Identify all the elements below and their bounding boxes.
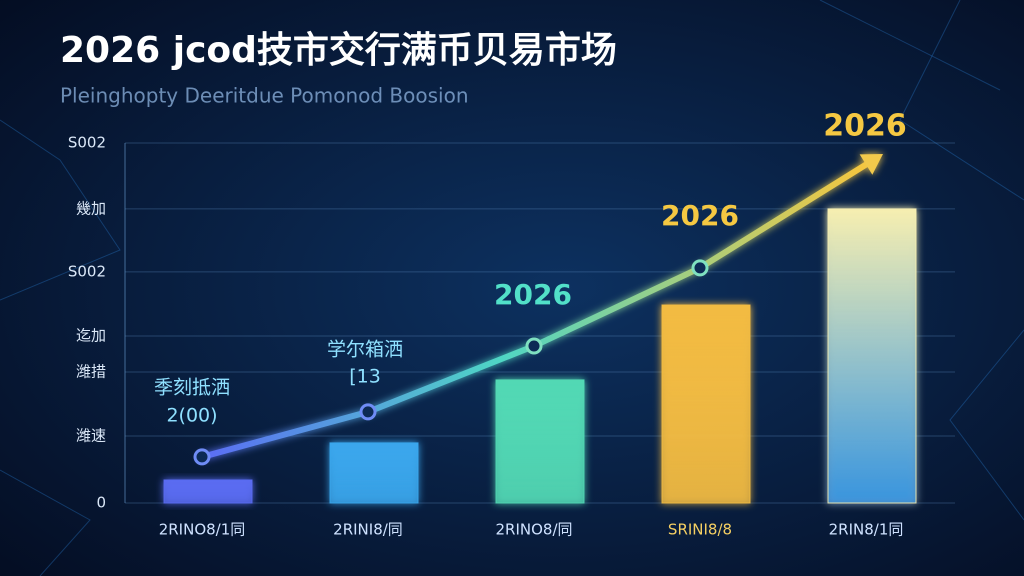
x-tick-label: 2RINO8/1同 (159, 521, 246, 539)
x-tick-label: 2RINO8/同 (495, 521, 572, 539)
x-tick-label: 2RIN8/1同 (829, 521, 904, 539)
y-tick-label: 潍速 (76, 427, 106, 445)
chart-title: 2026 jcod技市交行满币贝易市场 (60, 29, 617, 71)
annotation: 2026 (661, 199, 739, 232)
annotation: 季刻抵洒 (154, 377, 230, 399)
bar (163, 479, 253, 504)
annotation: 2026 (494, 278, 572, 311)
y-tick-label: S002 (68, 134, 106, 152)
y-tick-label: S002 (68, 262, 106, 280)
chart-subtitle: Pleinghopty Deeritdue Pomonod Boosion (60, 84, 469, 108)
x-tick-label: SRINI8/8 (668, 521, 732, 539)
annotation: 学尔箱洒 (327, 339, 403, 361)
arrow-head (859, 154, 883, 175)
trend-point (359, 403, 377, 421)
annotation: 2(00) (166, 405, 217, 427)
annotation: 2026 (823, 109, 907, 144)
y-tick-label: 幾加 (76, 199, 106, 217)
trend-point (691, 259, 709, 277)
y-tick-label: 0 (96, 494, 106, 512)
trend-point (525, 337, 543, 355)
bar (661, 304, 751, 504)
x-tick-label: 2RINI8/同 (333, 521, 403, 539)
bar (827, 208, 917, 504)
bar (495, 379, 585, 504)
y-tick-label: 潍措 (76, 362, 106, 380)
annotation: [13 (349, 366, 381, 388)
trend-point (193, 448, 211, 466)
y-tick-label: 迄加 (76, 326, 106, 344)
bar (329, 442, 419, 504)
